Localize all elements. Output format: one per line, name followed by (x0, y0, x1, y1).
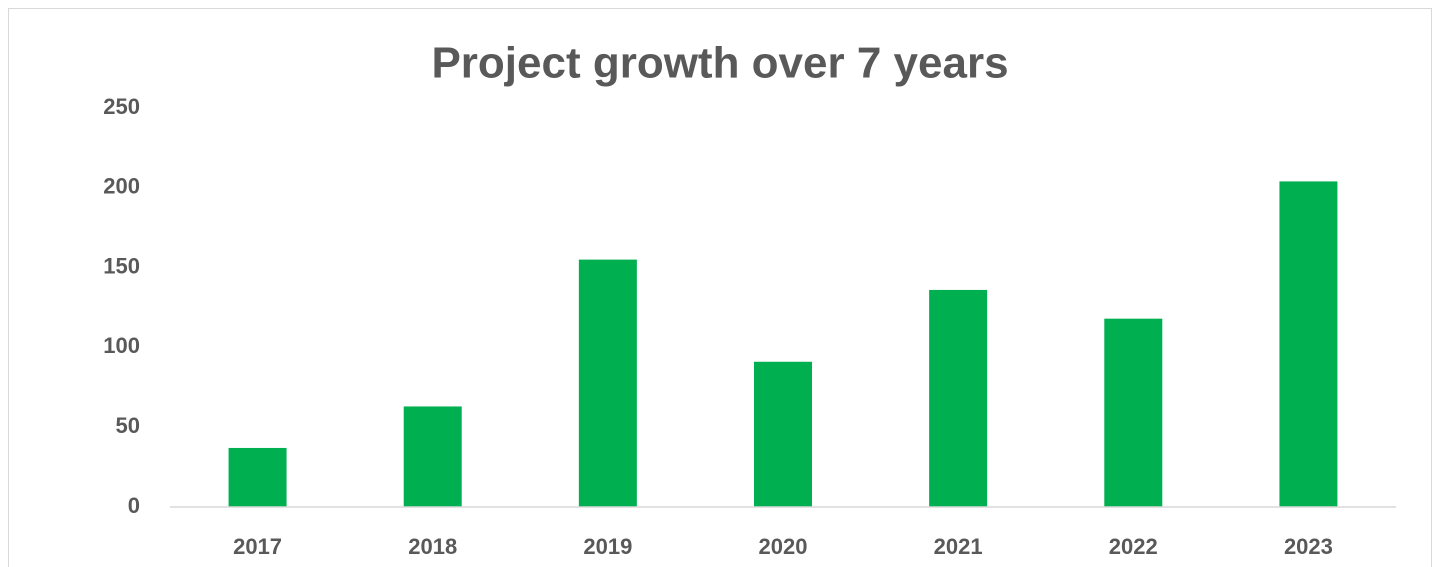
y-tick-label: 200 (103, 174, 140, 199)
x-tick-label: 2021 (934, 534, 983, 559)
bar (754, 361, 812, 507)
y-tick-label: 250 (103, 94, 140, 119)
chart-frame (8, 8, 1432, 567)
bar (403, 406, 462, 507)
y-tick-label: 50 (116, 413, 140, 438)
x-tick-label: 2023 (1284, 534, 1333, 559)
bar (228, 447, 287, 507)
x-tick-label: 2017 (233, 534, 282, 559)
bar (929, 289, 988, 507)
chart-title: Project growth over 7 years (431, 39, 1008, 88)
y-tick-label: 0 (128, 493, 140, 518)
x-tick-label: 2019 (583, 534, 632, 559)
bar (1279, 181, 1338, 507)
y-tick-label: 150 (103, 253, 140, 278)
y-tick-label: 100 (103, 333, 140, 358)
bar (1104, 318, 1163, 507)
x-tick-label: 2018 (408, 534, 457, 559)
bar (578, 259, 637, 507)
x-tick-label: 2020 (759, 534, 808, 559)
x-tick-label: 2022 (1109, 534, 1158, 559)
